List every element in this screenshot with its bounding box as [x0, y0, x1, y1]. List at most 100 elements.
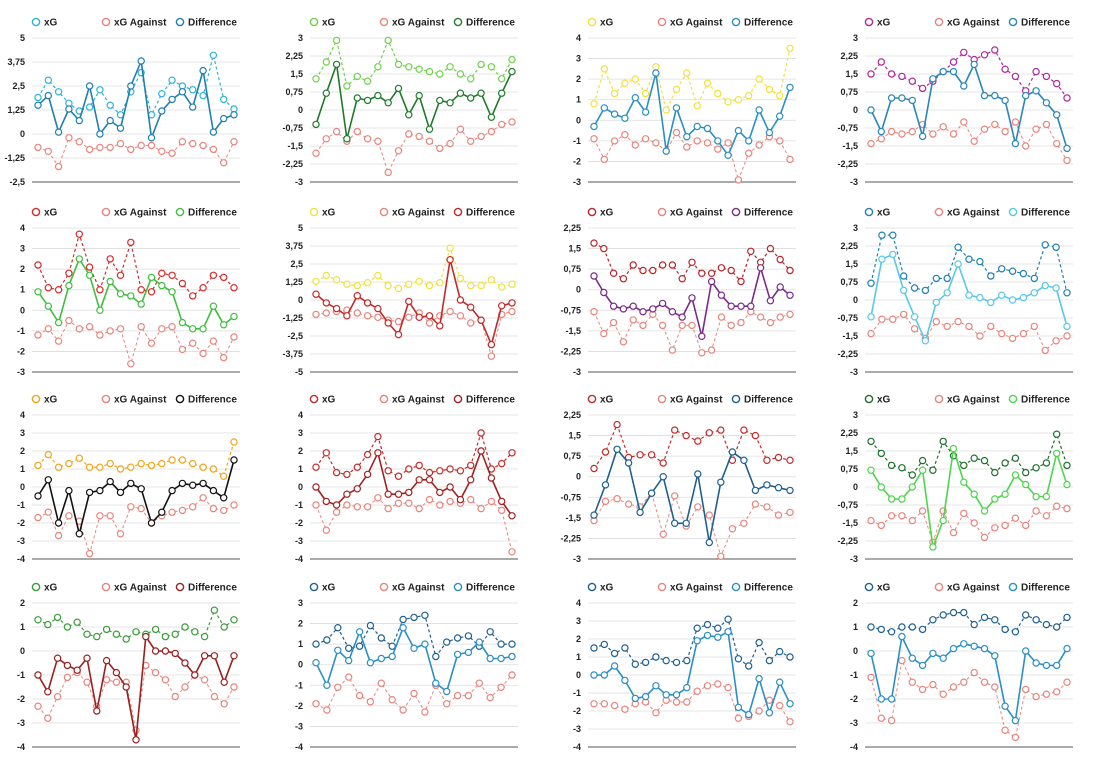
data-point [728, 448, 737, 456]
data-point [1052, 449, 1061, 458]
legend-label: xG [600, 395, 614, 406]
data-point [374, 449, 382, 457]
y-tick-label: 1,5 [845, 446, 858, 456]
chart-svg: 4 3 2 1 0 -1 -2 -3 xG xG Against Difference [17, 208, 240, 377]
data-point [410, 689, 418, 698]
data-point [322, 497, 331, 506]
data-point [168, 508, 176, 516]
data-point [477, 132, 485, 141]
chart-svg: 4 3 2 1 0 -1 -2 -3 -4 xG xG Against Difference [295, 395, 518, 564]
chart-panel: 4 3 2 1 0 -1 -2 -3 -4 xG xG Against Difference [556, 573, 831, 764]
data-point [425, 137, 434, 145]
data-point [976, 257, 984, 266]
data-point [158, 147, 166, 155]
data-point [122, 683, 130, 691]
data-point [394, 317, 403, 326]
data-point [740, 426, 748, 434]
data-point [1063, 332, 1071, 340]
data-point [613, 445, 621, 454]
data-point [965, 291, 973, 299]
data-point [1021, 91, 1030, 100]
data-point [997, 329, 1006, 338]
data-point [75, 116, 84, 125]
y-tick-label: 1,25 [285, 277, 303, 287]
data-point [415, 132, 423, 141]
data-point [705, 429, 713, 437]
data-point [323, 681, 331, 690]
data-point [34, 101, 42, 109]
legend-label: xG Against [670, 583, 723, 594]
chart-svg: 5 3,75 2,5 1,25 0 -1,25 -2,5 xG xG Against Differ… [4, 18, 240, 187]
legend-label: xG Against [670, 208, 723, 219]
data-point [867, 516, 875, 525]
data-point [63, 623, 72, 631]
y-tick-label: 4 [576, 33, 581, 43]
data-point [322, 89, 331, 97]
data-point [312, 501, 320, 509]
data-point [659, 530, 667, 538]
data-point [980, 507, 989, 515]
data-point [867, 437, 875, 446]
data-point [970, 668, 978, 677]
data-point [670, 426, 679, 434]
y-tick-label: 2,5 [12, 81, 25, 91]
legend-label: xG [877, 395, 891, 406]
data-point [230, 501, 238, 509]
data-point [877, 521, 886, 530]
data-point [188, 459, 197, 468]
data-point [629, 261, 637, 269]
series-line [37, 441, 235, 477]
data-point [775, 137, 784, 145]
chart-svg: 3 2,25 1,5 0,75 0 -0,75 -1,5 -2,25 -3 xG xG Agains… [837, 18, 1073, 187]
data-point [442, 638, 451, 646]
data-point [867, 279, 875, 287]
data-point [34, 261, 42, 269]
data-point [867, 466, 875, 474]
chart-panel: 3 2,25 1,5 0,75 0 -0,75 -1,5 -2,25 -3 xG xG Agains… [278, 8, 553, 199]
data-point [652, 709, 660, 717]
data-point [405, 130, 413, 138]
legend-marker [657, 17, 667, 27]
data-point [652, 139, 660, 147]
data-point [394, 472, 403, 480]
data-point [377, 654, 386, 663]
y-tick-label: 1,5 [845, 69, 858, 79]
data-point [1032, 507, 1040, 515]
legend-marker [31, 394, 41, 404]
data-point [1032, 464, 1040, 472]
y-tick-label: 4 [298, 410, 303, 420]
data-point [717, 264, 726, 272]
legend-marker [731, 17, 741, 27]
data-point [682, 431, 690, 440]
data-point [1030, 289, 1038, 297]
data-point [662, 106, 670, 114]
data-point [487, 352, 496, 360]
data-point [508, 548, 516, 556]
data-point [384, 99, 392, 107]
data-point [683, 683, 691, 692]
data-point [374, 63, 382, 71]
data-point [751, 486, 760, 495]
data-point [44, 325, 53, 333]
data-point [96, 512, 104, 520]
chart-panel: 4 3 2 1 0 -1 -2 -3 xG xG Against Difference [556, 8, 831, 199]
y-tick-label: -1 [295, 680, 303, 690]
y-tick-label: 0 [853, 646, 858, 656]
y-tick-label: -2,25 [837, 536, 858, 546]
data-point [631, 141, 640, 149]
data-point [786, 508, 794, 517]
legend-label: Difference [466, 18, 515, 29]
data-point [717, 426, 725, 434]
data-point [168, 271, 176, 280]
data-point [887, 461, 896, 470]
data-point [734, 126, 743, 135]
data-point [106, 327, 114, 335]
data-point [85, 145, 94, 154]
data-point [446, 256, 454, 264]
data-point [734, 95, 743, 104]
data-point [724, 683, 732, 692]
data-point [322, 271, 331, 280]
data-point [487, 497, 496, 506]
chart-svg: 4 3 2 1 0 -1 -2 -3 -4 xG xG Against Difference [573, 583, 796, 752]
data-point [744, 137, 753, 145]
